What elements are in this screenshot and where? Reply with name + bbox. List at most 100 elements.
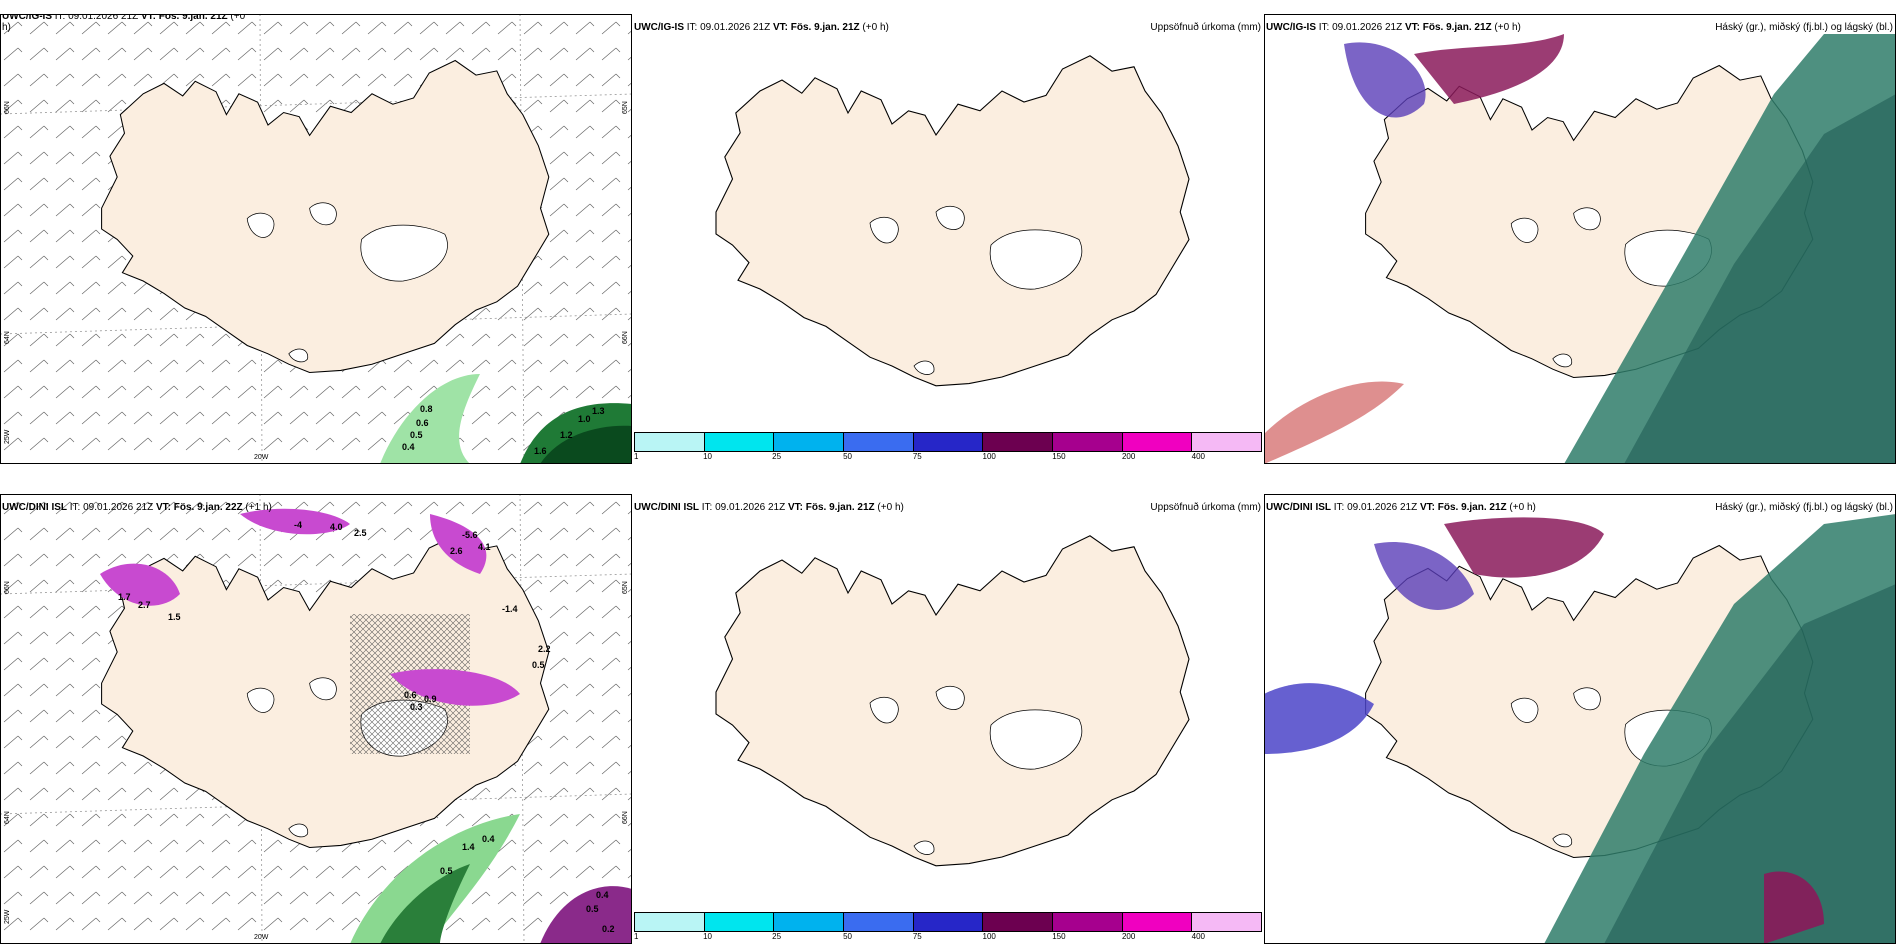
- precip-label: 2.7: [138, 600, 151, 610]
- legend-cell: [1192, 433, 1262, 451]
- legend-label: 10: [703, 452, 712, 461]
- precip-label: 0.5: [440, 866, 453, 876]
- init-time: IT: 09.01.2026 21Z: [1316, 22, 1405, 33]
- panel-title: UWC/IG-IS IT: 09.01.2026 21Z VT: Fös. 9.…: [2, 14, 245, 33]
- lat-label: 65N: [622, 581, 629, 594]
- legend-label: 200: [1121, 452, 1136, 461]
- cloud-map: [1264, 514, 1896, 944]
- legend-labels: 1 10 25 50 75 100 150 200 400: [634, 452, 1262, 462]
- legend-cell: [983, 433, 1054, 451]
- precip-label: 0.5: [532, 660, 545, 670]
- precip-label: 0.5: [586, 904, 599, 914]
- precip-legend: [634, 912, 1262, 932]
- lat-label: 66N: [4, 581, 11, 594]
- legend-cell: [1122, 913, 1193, 931]
- lead-time-cont: h): [2, 22, 11, 33]
- legend-cell: [913, 913, 984, 931]
- precip-label: -5.6: [462, 530, 478, 540]
- precip-label: 1.0: [578, 414, 591, 424]
- model-name: UWC/IG-IS: [2, 14, 52, 22]
- cloud-map: [1264, 34, 1896, 464]
- legend-cell: [1192, 913, 1262, 931]
- legend-cell: [1053, 913, 1123, 931]
- precip-label: 0.6: [416, 418, 429, 428]
- precip-label: -4: [294, 520, 303, 530]
- precip-label: 0.6: [404, 690, 417, 700]
- legend-label: 150: [1052, 932, 1066, 941]
- precip-legend: [634, 432, 1262, 452]
- valid-time: VT: Fös. 9.jan. 22Z: [155, 502, 243, 513]
- panel-wind-dini: UWC/DINI ISL IT: 09.01.2026 21Z VT: Fös.…: [0, 494, 632, 944]
- precip-map: [715, 55, 1190, 387]
- legend-label: 1: [634, 452, 639, 461]
- panel-title: UWC/DINI ISL IT: 09.01.2026 21Z VT: Fös.…: [1266, 502, 1536, 513]
- precip-label: 1.3: [592, 406, 605, 416]
- legend-cell: [1122, 433, 1193, 451]
- legend-label: 400: [1191, 932, 1206, 941]
- init-time: IT: 09.01.2026 21Z: [699, 502, 788, 513]
- lead-time: (+1 h): [242, 502, 272, 513]
- precip-label: 0.8: [420, 404, 433, 414]
- lon-label: 20W: [254, 934, 269, 941]
- lead-time: (+0 h): [1491, 22, 1521, 33]
- legend-labels: 1 10 25 50 75 100 150 200 400: [634, 932, 1262, 942]
- lead-time: (+0: [227, 14, 246, 22]
- legend-cell: [1053, 433, 1123, 451]
- legend-label: 50: [843, 932, 853, 941]
- legend-label: 1: [634, 932, 639, 941]
- panel-clouds-dini: UWC/DINI ISL IT: 09.01.2026 21Z VT: Fös.…: [1264, 494, 1896, 944]
- precip-label: 1.6: [534, 446, 547, 456]
- legend-label: 10: [703, 932, 712, 941]
- valid-time: VT: Fös. 9.jan. 21Z: [772, 22, 860, 33]
- precip-label: -1.4: [502, 604, 518, 614]
- panel-precip-igis: UWC/IG-IS IT: 09.01.2026 21Z VT: Fös. 9.…: [632, 14, 1264, 464]
- legend-label: 150: [1052, 452, 1066, 461]
- legend-label: 75: [912, 932, 922, 941]
- legend-cell: [704, 433, 775, 451]
- model-name: UWC/IG-IS: [634, 22, 684, 33]
- legend-cell: [983, 913, 1054, 931]
- precip-label: 1.5: [168, 612, 181, 622]
- legend-label: 100: [982, 452, 996, 461]
- precip-label: 4.0: [330, 522, 343, 532]
- panel-wind-igis: UWC/IG-IS IT: 09.01.2026 21Z VT: Fös. 9.…: [0, 14, 632, 464]
- valid-time: VT: Fös. 9.jan. 21Z: [1404, 22, 1492, 33]
- model-name: UWC/DINI ISL: [2, 502, 67, 513]
- legend-cell: [774, 913, 845, 931]
- legend-cell: [913, 433, 984, 451]
- precip-label: 2.2: [538, 644, 551, 654]
- precip-map: [715, 535, 1190, 867]
- init-time: IT: 09.01.2026 21Z: [1331, 502, 1420, 513]
- legend-label: 25: [772, 932, 782, 941]
- lat-label: 66N: [622, 331, 629, 344]
- lat-label: 64N: [4, 811, 11, 824]
- precip-label: 2.5: [354, 528, 367, 538]
- lead-time: (+0 h): [1506, 502, 1536, 513]
- panel-title: UWC/IG-IS IT: 09.01.2026 21Z VT: Fös. 9.…: [1266, 22, 1521, 33]
- init-time: IT: 09.01.2026 21Z: [67, 502, 156, 513]
- lat-label: 66N: [622, 811, 629, 824]
- legend-label: 100: [982, 932, 996, 941]
- lat-label: 66N: [4, 101, 11, 114]
- legend-cell: [635, 433, 705, 451]
- precip-label: 4.1: [478, 542, 491, 552]
- init-time: IT: 09.01.2026 21Z: [684, 22, 773, 33]
- model-name: UWC/DINI ISL: [1266, 502, 1331, 513]
- legend-label: 50: [843, 452, 853, 461]
- legend-cell: [844, 913, 914, 931]
- legend-cell: [774, 433, 845, 451]
- legend-cell: [704, 913, 775, 931]
- precip-label: 0.9: [424, 694, 437, 704]
- legend-label: 75: [912, 452, 922, 461]
- iceland-land: [715, 535, 1190, 867]
- precip-label: 1.4: [462, 842, 475, 852]
- iceland-land: [715, 55, 1190, 387]
- valid-time: VT: Fös. 9.jan. 21Z: [787, 502, 875, 513]
- lat-label: 64N: [4, 331, 11, 344]
- precip-label: 0.2: [602, 924, 615, 934]
- panel-variable: Háský (gr.), miðský (fj.bl.) og lágský (…: [1715, 22, 1893, 33]
- lead-time: (+0 h): [859, 22, 889, 33]
- lat-label: 65N: [622, 101, 629, 114]
- valid-time: VT: Fös. 9.jan. 21Z: [140, 14, 228, 22]
- panel-precip-dini: UWC/DINI ISL IT: 09.01.2026 21Z VT: Fös.…: [632, 494, 1264, 944]
